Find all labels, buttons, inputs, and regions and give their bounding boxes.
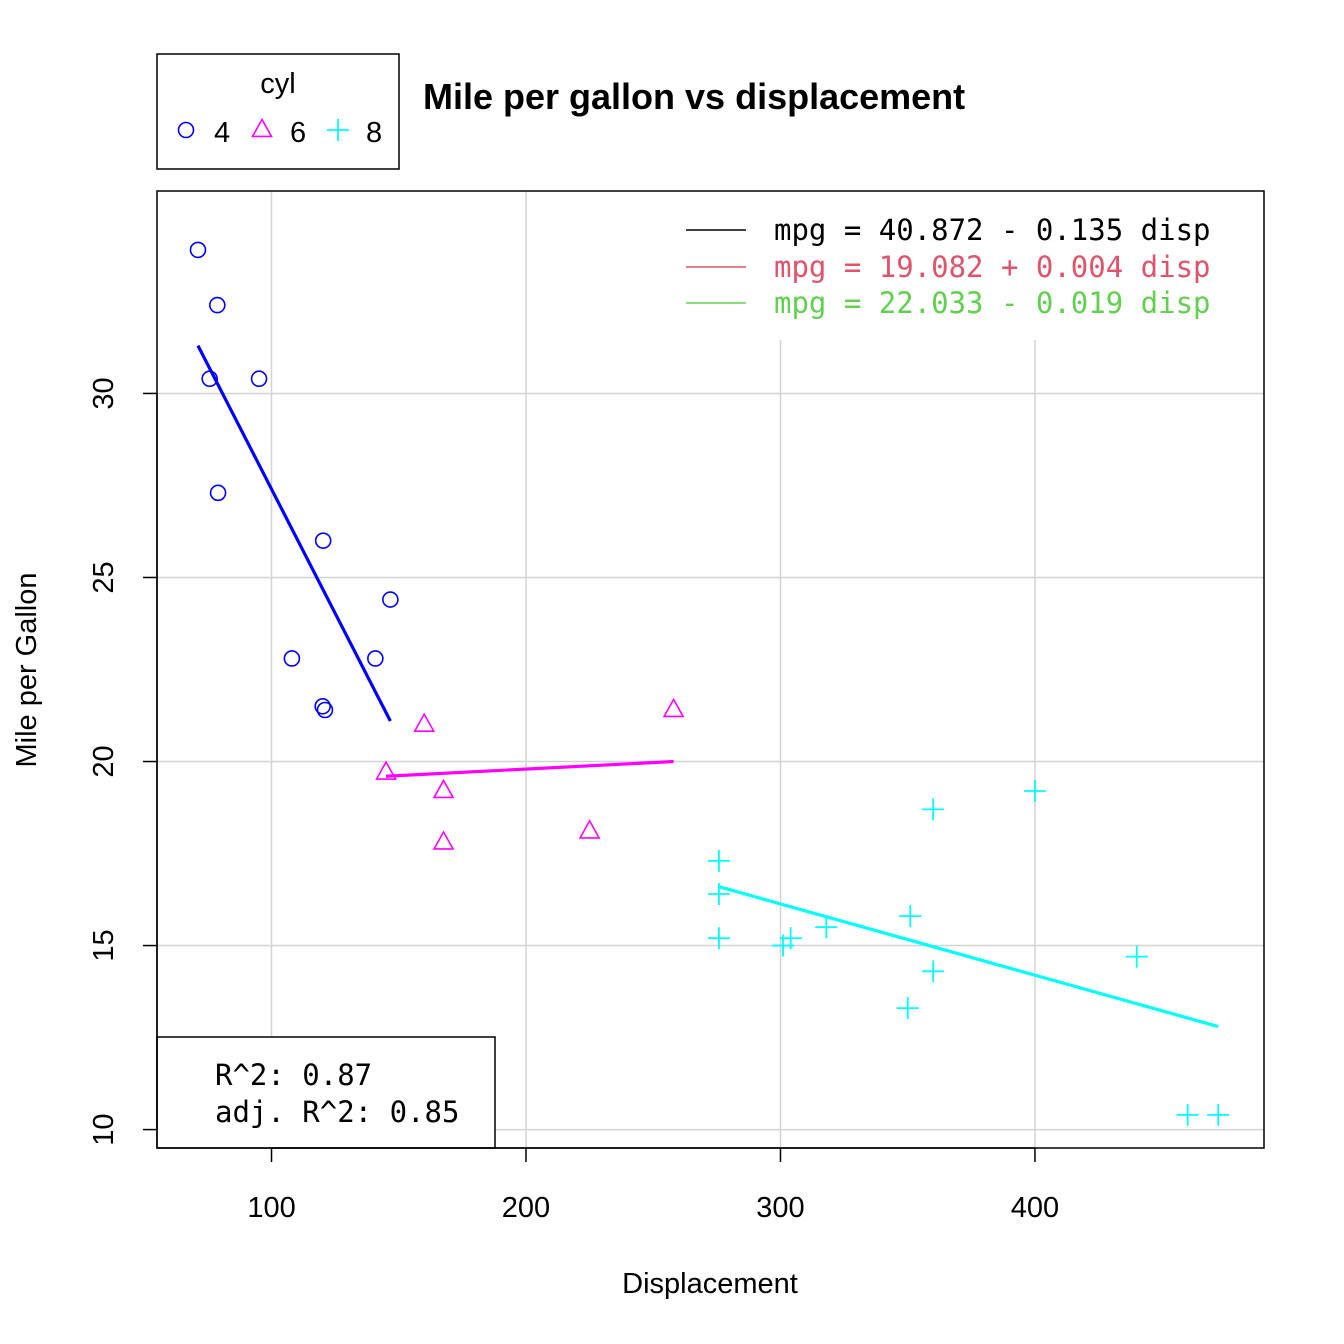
point-cyl-6-1 <box>662 697 685 718</box>
point-cyl-8-7 <box>1125 945 1148 968</box>
fit-line-cyl-6 <box>385 759 674 778</box>
point-cyl-8-11 <box>1023 779 1046 802</box>
point-cyl-8-1 <box>922 960 945 983</box>
point-cyl-4-2 <box>367 650 384 667</box>
x-tick-label-400: 400 <box>1011 1192 1059 1224</box>
y-tick-label-20: 20 <box>88 745 120 777</box>
group-legend-key-6 <box>251 117 273 138</box>
point-cyl-8-5 <box>1207 1103 1230 1126</box>
point-cyl-4-10 <box>316 701 334 719</box>
point-cyl-4-4 <box>201 370 218 388</box>
y-tick-label-25: 25 <box>88 561 120 593</box>
equation-legend: mpg = 40.872 - 0.135 disp mpg = 19.082 +… <box>658 190 1264 340</box>
stats-r2: R^2: 0.87 <box>215 1058 372 1092</box>
point-cyl-4-5 <box>189 241 207 259</box>
point-cyl-8-3 <box>707 849 730 872</box>
group-legend-key-4 <box>177 121 195 139</box>
point-cyl-4-9 <box>250 370 268 388</box>
axes: 100 200 300 400 10 15 20 25 30 <box>88 377 1059 1224</box>
point-cyl-6-3 <box>432 778 455 799</box>
y-tick-label-30: 30 <box>88 377 120 409</box>
point-cyl-4-7 <box>209 484 227 502</box>
point-cyl-8-10 <box>896 997 919 1020</box>
group-legend-label-6: 6 <box>290 117 306 149</box>
x-tick-label-200: 200 <box>502 1192 550 1224</box>
point-cyl-8-13 <box>772 934 795 957</box>
group-legend-keys <box>177 117 349 141</box>
point-cyl-8-2 <box>707 883 730 906</box>
group-legend-label-4: 4 <box>214 117 230 149</box>
stats-adj-r2: adj. R^2: 0.85 <box>215 1095 459 1129</box>
x-tick-label-300: 300 <box>756 1192 804 1224</box>
point-cyl-8-4 <box>707 927 730 950</box>
y-axis-label: Mile per Gallon <box>11 572 43 767</box>
stats-legend: R^2: 0.87 adj. R^2: 0.85 <box>156 1036 496 1149</box>
point-cyl-8-8 <box>815 916 838 939</box>
point-cyl-6-5 <box>375 760 397 780</box>
equation-legend-text-1: mpg = 40.872 - 0.135 disp <box>774 213 1211 247</box>
point-cyl-4-1 <box>382 591 399 608</box>
point-cyl-4-0 <box>283 650 301 667</box>
group-legend-key-8 <box>327 119 349 141</box>
point-cyl-4-8 <box>314 532 332 549</box>
y-tick-label-15: 15 <box>88 929 120 961</box>
point-cyl-6-2 <box>578 819 601 839</box>
fit-lines <box>196 344 1219 1029</box>
chart-title: Mile per gallon vs displacement <box>423 76 965 117</box>
data-points <box>189 241 1230 1126</box>
point-cyl-6-4 <box>432 830 455 850</box>
point-cyl-8-0 <box>922 798 945 821</box>
point-cyl-8-6 <box>1176 1103 1199 1126</box>
point-cyl-6-0 <box>413 712 436 732</box>
fit-line-cyl-4 <box>196 344 392 722</box>
point-cyl-8-12 <box>899 905 922 928</box>
x-axis-label: Displacement <box>622 1268 798 1300</box>
point-cyl-4-6 <box>314 698 331 715</box>
fit-line-cyl-8 <box>718 885 1219 1029</box>
point-cyl-4-3 <box>209 296 226 314</box>
group-legend: cyl 4 6 8 <box>156 53 400 170</box>
group-legend-title: cyl <box>260 68 295 100</box>
equation-legend-text-3: mpg = 22.033 - 0.019 disp <box>774 286 1211 320</box>
y-tick-label-10: 10 <box>88 1113 120 1145</box>
group-legend-label-8: 8 <box>366 117 382 149</box>
x-tick-label-100: 100 <box>247 1192 295 1224</box>
equation-legend-text-2: mpg = 19.082 + 0.004 disp <box>774 250 1211 284</box>
